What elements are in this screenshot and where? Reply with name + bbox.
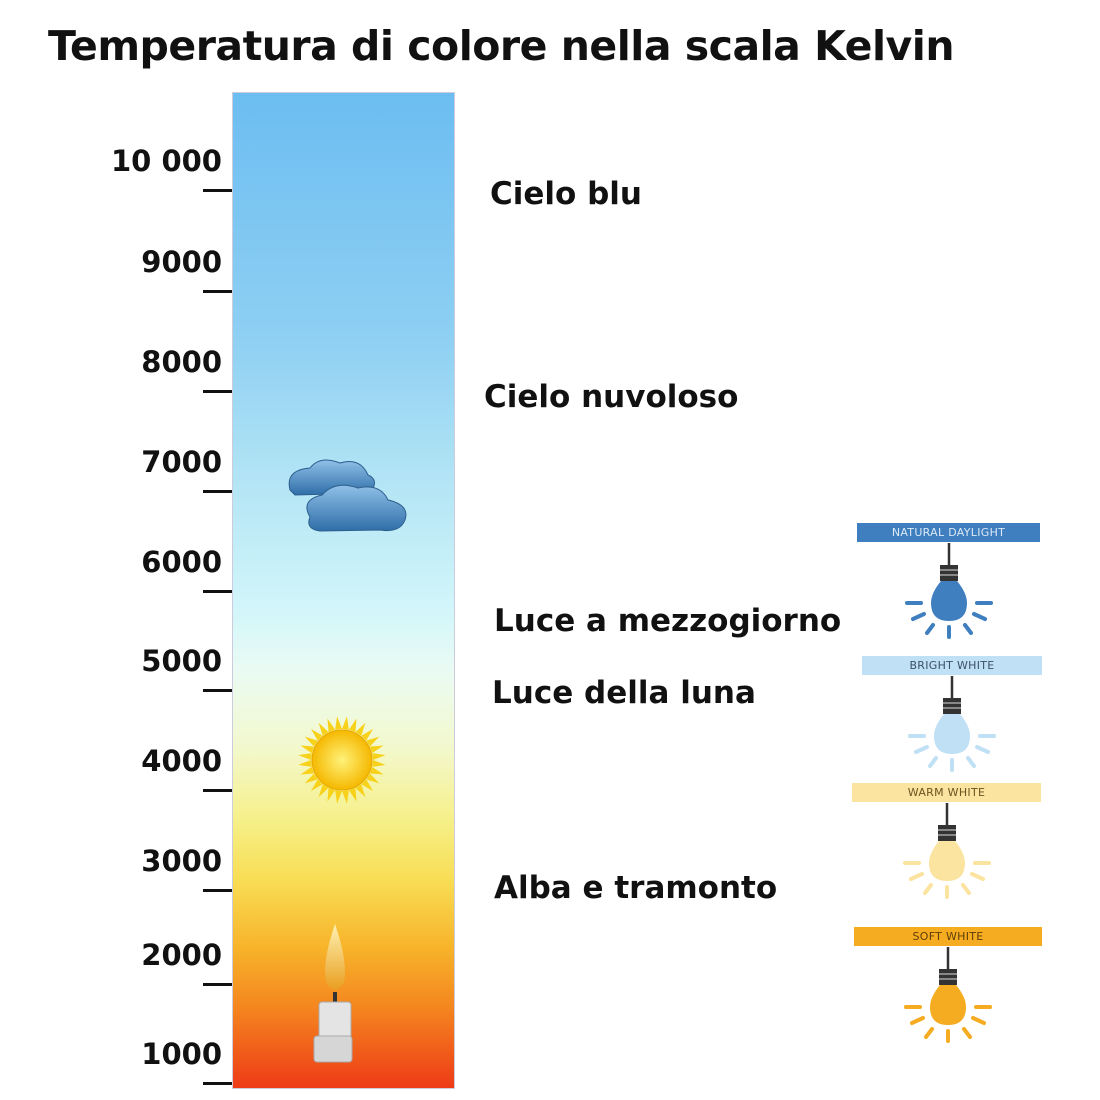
- light-bulb-icon: [904, 947, 992, 1043]
- label-cielo-nuvoloso: Cielo nuvoloso: [484, 379, 739, 415]
- scale-tick: [203, 789, 232, 792]
- scale-tick-label: 8000: [141, 345, 222, 379]
- scale-tick: [203, 390, 232, 393]
- scale-tick: [203, 983, 232, 986]
- label-alba-tramonto: Alba e tramonto: [494, 870, 778, 906]
- label-luce-mezzogiorno: Luce a mezzogiorno: [494, 603, 842, 639]
- page-title: Temperatura di colore nella scala Kelvin: [48, 22, 955, 70]
- lamp-banner: BRIGHT WHITE: [862, 656, 1042, 675]
- lamp-banner: NATURAL DAYLIGHT: [857, 523, 1040, 542]
- lamp-banner: SOFT WHITE: [854, 927, 1042, 946]
- light-bulb-icon: [904, 543, 993, 639]
- scale-tick-label: 2000: [141, 938, 222, 972]
- label-luce-luna: Luce della luna: [492, 675, 756, 711]
- scale-tick-label: 7000: [141, 445, 222, 479]
- sun-icon: [298, 716, 386, 804]
- scale-tick-label: 1000: [141, 1037, 222, 1071]
- scale-tick: [203, 189, 232, 192]
- scale-tick: [203, 889, 232, 892]
- scale-tick-label: 3000: [141, 844, 222, 878]
- light-bulb-icon: [908, 676, 996, 772]
- scale-tick: [203, 689, 232, 692]
- light-bulb-icon: [902, 803, 991, 899]
- scale-tick-label: 4000: [141, 744, 222, 778]
- scale-tick: [203, 490, 232, 493]
- cloud-icon: [288, 459, 407, 532]
- candle-icon: [313, 924, 353, 1063]
- label-cielo-blu: Cielo blu: [490, 176, 643, 212]
- kelvin-gradient-bar: [232, 92, 455, 1089]
- scale-tick: [203, 1082, 232, 1085]
- scale-tick-label: 6000: [141, 545, 222, 579]
- scale-tick: [203, 290, 232, 293]
- scale-tick-label: 10 000: [111, 144, 222, 178]
- scale-tick-label: 5000: [141, 644, 222, 678]
- lamp-banner: WARM WHITE: [852, 783, 1041, 802]
- scale-tick-label: 9000: [141, 245, 222, 279]
- scale-tick: [203, 590, 232, 593]
